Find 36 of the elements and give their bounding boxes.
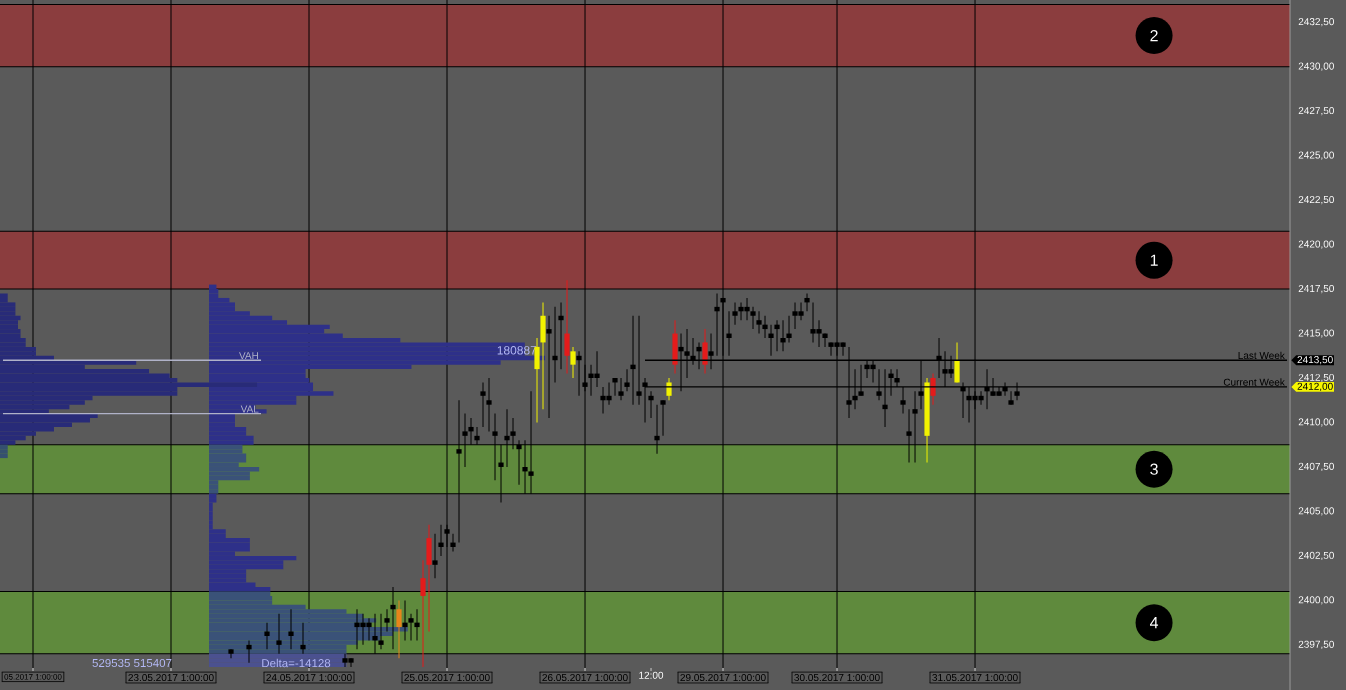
y-tick-label: 2407,50	[1298, 462, 1334, 472]
y-tick-label: 2405,00	[1298, 507, 1334, 516]
x-tick-label: 30.05.2017 1:00:00	[794, 674, 880, 682]
y-tick-label: 2425,00	[1298, 151, 1334, 160]
x-tick-label: 12:00	[639, 671, 664, 679]
series-label: Current Week	[1223, 378, 1285, 386]
series-label: VAH	[239, 352, 258, 360]
data-label: 2413,50	[1297, 356, 1333, 365]
y-tick-label: 2417,50	[1298, 284, 1334, 294]
x-tick-label: 05.2017 1:00:00	[4, 673, 62, 680]
y-tick-label: 2412,50	[1298, 373, 1334, 383]
y-tick-label: 2432,50	[1298, 18, 1334, 27]
x-tick-label: 24.05.2017 1:00:00	[266, 674, 352, 682]
y-tick-label: 2420,00	[1298, 240, 1334, 249]
band-label: 4	[1149, 617, 1159, 629]
y-tick-label: 2400,00	[1298, 596, 1334, 605]
annotation: Delta=-14128	[262, 658, 331, 668]
band-label: 3	[1150, 463, 1158, 475]
band-label: 1	[1150, 254, 1158, 266]
data-label: 2412,00	[1297, 382, 1333, 392]
y-tick-label: 2422,50	[1298, 195, 1334, 205]
y-tick-label: 2397,50	[1298, 640, 1334, 650]
y-tick-label: 2402,50	[1298, 551, 1334, 561]
x-tick-label: 23.05.2017 1:00:00	[128, 674, 214, 682]
legend-label: Last Week	[1238, 351, 1285, 360]
y-tick-label: 2415,00	[1298, 329, 1334, 338]
y-tick-label: 2410,00	[1298, 418, 1334, 427]
annotation: 529535 515407	[92, 658, 172, 668]
x-tick-label: 26.05.2017 1:00:00	[542, 674, 628, 682]
x-tick-label: 25.05.2017 1:00:00	[404, 674, 490, 682]
band-label: 2	[1150, 29, 1158, 42]
series-label: VAL	[240, 405, 259, 413]
x-tick-label: 31.05.2017 1:00:00	[932, 674, 1018, 682]
x-tick-label: 29.05.2017 1:00:00	[680, 674, 766, 682]
y-tick-label: 2430,00	[1298, 62, 1334, 71]
y-tick-label: 2427,50	[1298, 107, 1334, 116]
